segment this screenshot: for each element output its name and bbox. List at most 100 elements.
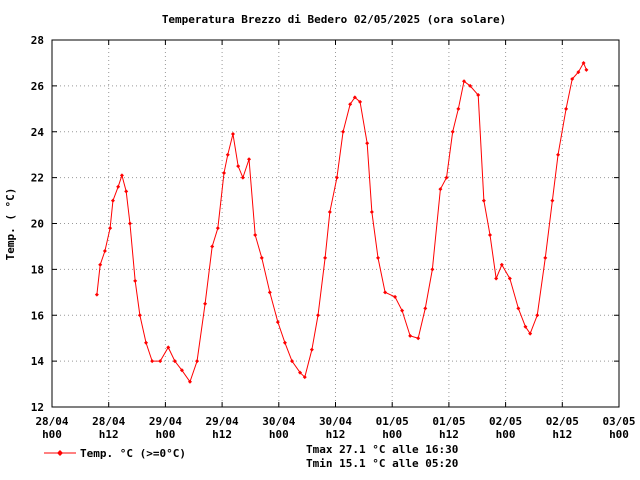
data-point — [221, 171, 226, 176]
data-point — [450, 129, 455, 134]
annotation: Tmin 15.1 °C alle 05:20 — [306, 457, 458, 470]
data-point — [528, 331, 533, 336]
data-point — [365, 141, 370, 146]
y-axis-label: Temp. ( °C) — [4, 188, 17, 261]
data-point — [195, 359, 200, 364]
y-tick-label: 14 — [31, 355, 45, 368]
x-tick-label: 03/05 h00 — [602, 415, 635, 441]
data-point — [564, 106, 569, 111]
x-tick-label-line: h12 — [99, 428, 119, 441]
x-tick-label-line: h12 — [326, 428, 346, 441]
data-point — [358, 99, 363, 104]
legend-marker — [57, 450, 63, 456]
x-tick-label-line: 30/04 — [262, 415, 295, 428]
y-tick-label: 16 — [31, 309, 45, 322]
x-tick-label: 01/05 h00 — [376, 415, 409, 441]
x-tick-label-line: h00 — [269, 428, 289, 441]
x-tick-label: 28/04 h12 — [92, 415, 125, 441]
x-tick-label-line: 29/04 — [206, 415, 239, 428]
data-point — [550, 198, 555, 203]
data-point — [408, 333, 413, 338]
data-point — [323, 255, 328, 260]
y-tick-label: 28 — [31, 34, 44, 47]
data-point — [166, 345, 171, 350]
data-point — [215, 226, 220, 231]
data-point — [383, 290, 388, 295]
x-tick-label-line: h00 — [382, 428, 402, 441]
data-point — [203, 301, 208, 306]
y-tick-label: 12 — [31, 401, 44, 414]
chart-title: Temperatura Brezzo di Bedero 02/05/2025 … — [162, 13, 506, 26]
data-point — [225, 152, 230, 157]
data-point — [400, 308, 405, 313]
data-point — [179, 368, 184, 373]
data-point — [102, 249, 107, 254]
data-point — [158, 359, 163, 364]
data-point — [282, 340, 287, 345]
data-point — [298, 370, 303, 375]
data-point — [230, 132, 235, 137]
x-tick-label: 29/04 h00 — [149, 415, 182, 441]
data-point — [348, 102, 353, 107]
x-tick-label: 29/04 h12 — [206, 415, 239, 441]
data-point — [523, 324, 528, 329]
data-point — [584, 67, 589, 72]
data-point — [462, 79, 467, 84]
data-point — [499, 262, 504, 267]
data-point — [144, 340, 149, 345]
x-tick-label-line: h00 — [42, 428, 62, 441]
y-tick-label: 20 — [31, 218, 44, 231]
x-tick-label-line: 30/04 — [319, 415, 352, 428]
data-point — [423, 306, 428, 311]
data-point — [210, 244, 215, 249]
data-point — [352, 95, 357, 100]
y-tick-label: 22 — [31, 172, 44, 185]
data-point — [290, 359, 295, 364]
data-point — [468, 83, 473, 88]
data-point — [581, 60, 586, 65]
y-tick-label: 26 — [31, 80, 45, 93]
data-point — [481, 198, 486, 203]
data-point — [259, 255, 264, 260]
data-point — [416, 336, 421, 341]
data-point — [556, 152, 561, 157]
data-point — [543, 255, 548, 260]
data-point — [369, 210, 374, 215]
x-tick-label: 02/05 h00 — [489, 415, 522, 441]
data-point — [110, 198, 115, 203]
x-tick-label: 30/04 h12 — [319, 415, 352, 441]
data-point — [127, 221, 132, 226]
data-point — [576, 70, 581, 75]
x-tick-label-line: h00 — [496, 428, 516, 441]
x-tick-label-line: h00 — [155, 428, 175, 441]
data-point — [267, 290, 272, 295]
x-tick-label-line: 03/05 — [602, 415, 635, 428]
x-tick-label: 28/04 h00 — [35, 415, 68, 441]
x-tick-label-line: 28/04 — [92, 415, 125, 428]
x-tick-label-line: h00 — [609, 428, 629, 441]
x-tick-label-line: 28/04 — [35, 415, 68, 428]
annotation: Tmax 27.1 °C alle 16:30 — [306, 443, 458, 456]
plot-frame — [51, 39, 620, 408]
data-point — [187, 379, 192, 384]
data-point — [275, 320, 280, 325]
data-point — [327, 210, 332, 215]
data-point — [253, 232, 258, 237]
data-point — [438, 187, 443, 192]
data-point — [376, 255, 381, 260]
data-point — [302, 375, 307, 380]
data-point — [172, 359, 177, 364]
x-tick-label-line: 02/05 — [546, 415, 579, 428]
data-point — [116, 184, 121, 189]
data-point — [124, 189, 129, 194]
x-tick-label-line: 29/04 — [149, 415, 182, 428]
data-point — [334, 175, 339, 180]
x-tick-label-line: h12 — [552, 428, 572, 441]
data-point — [341, 129, 346, 134]
data-point — [488, 232, 493, 237]
data-point — [507, 276, 512, 281]
data-point — [494, 276, 499, 281]
x-tick-label: 01/05 h12 — [432, 415, 465, 441]
